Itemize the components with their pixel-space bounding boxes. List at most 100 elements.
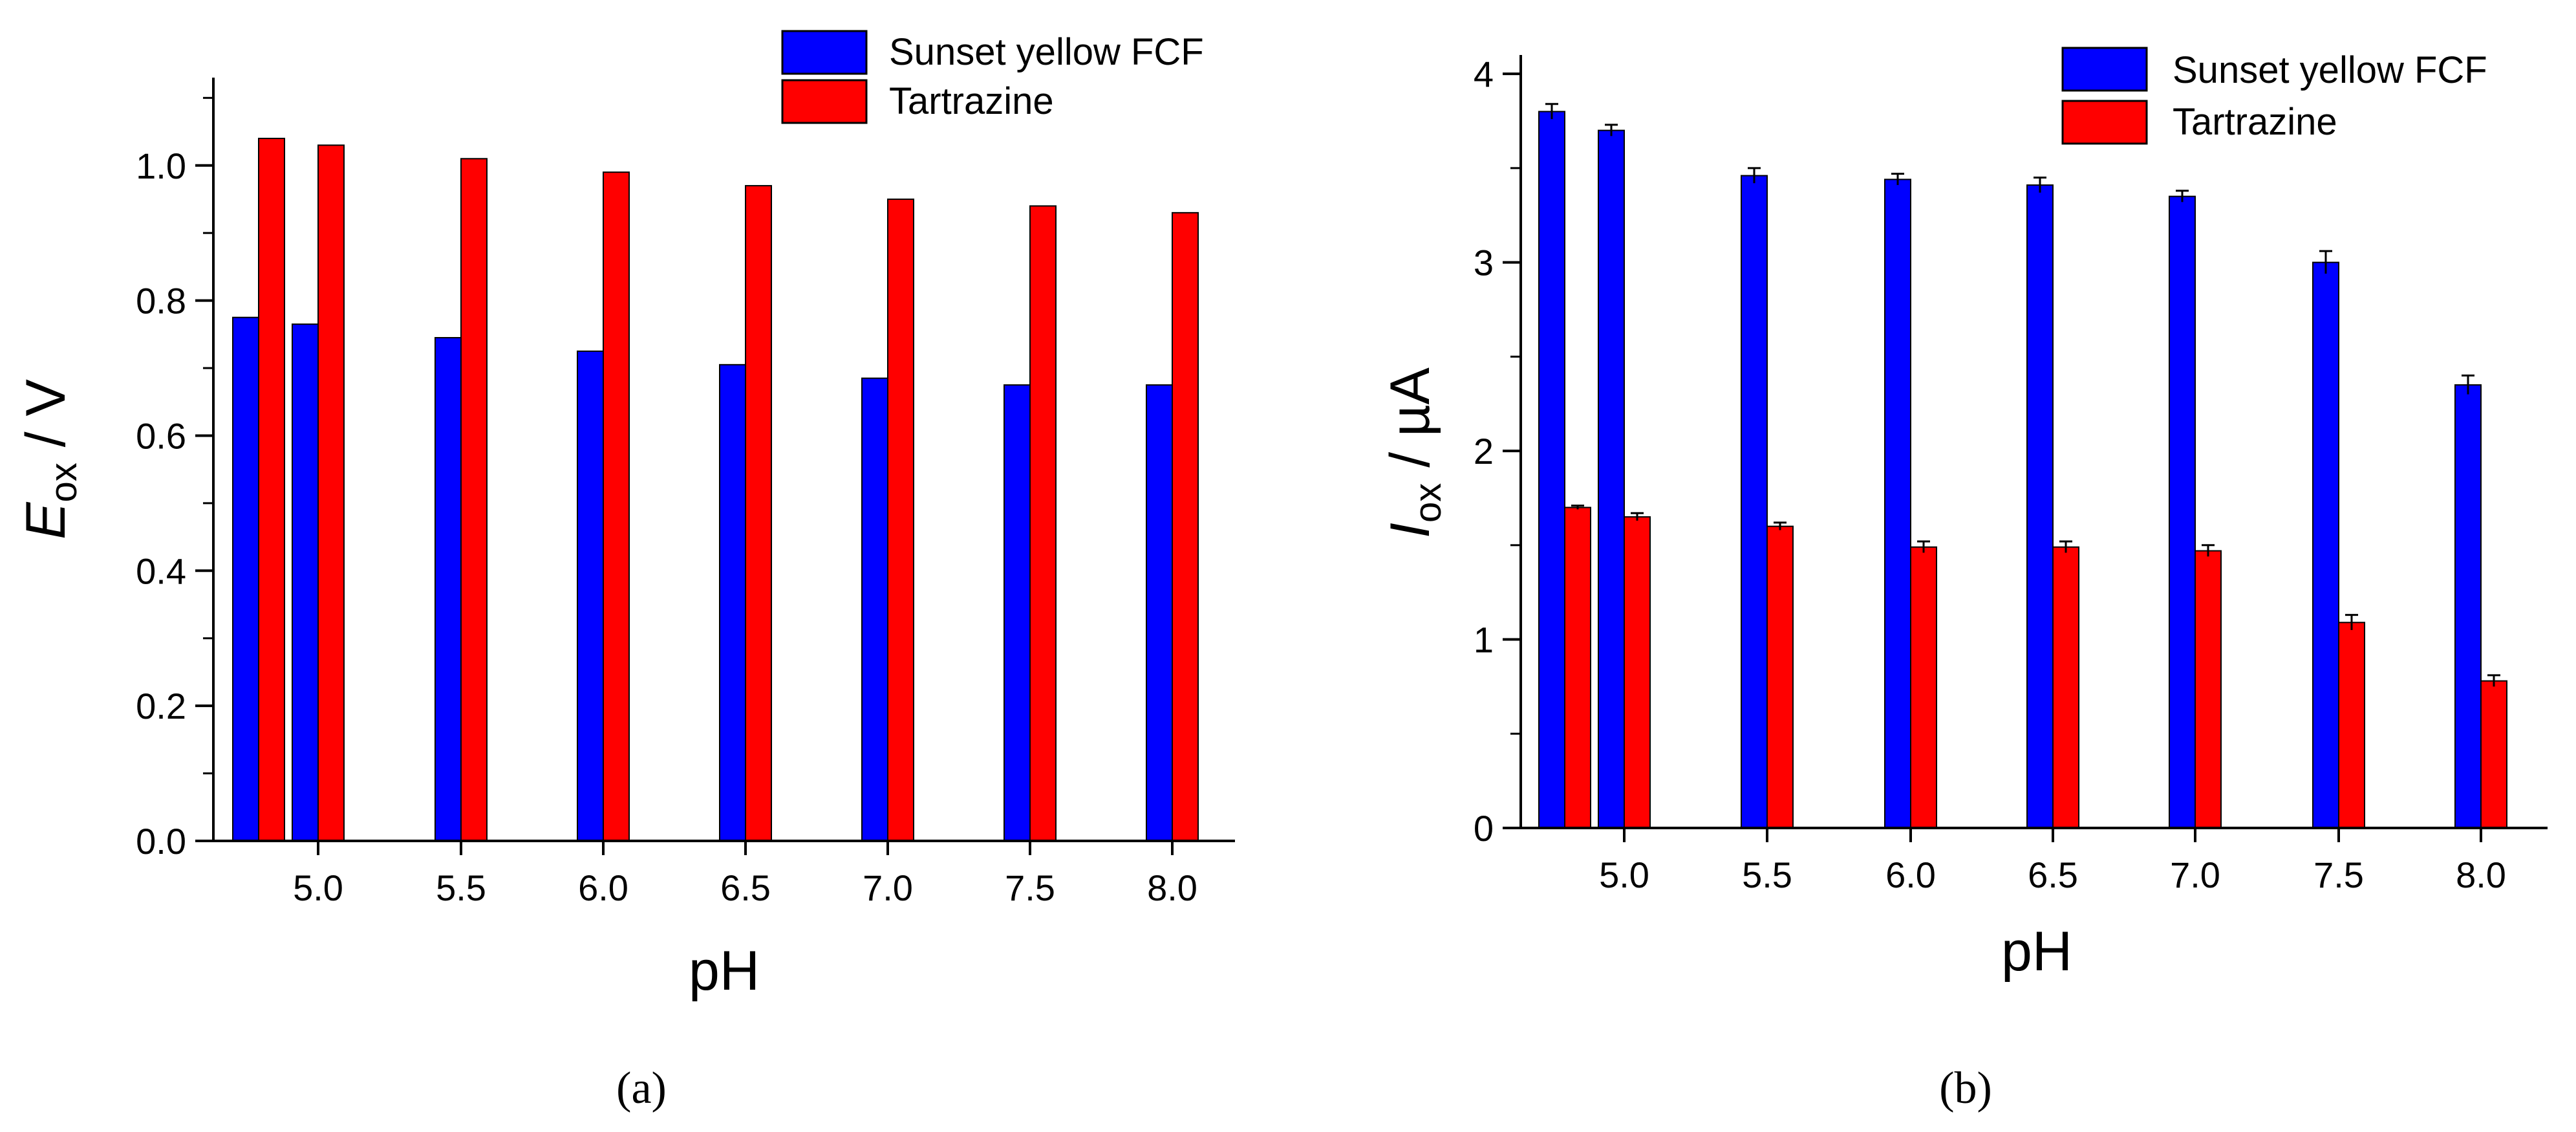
panel-b-legend: Sunset yellow FCF Tartrazine — [2061, 47, 2487, 145]
panel-a-x-tick-label-2: 5.5 — [436, 867, 486, 908]
panel-a-legend-swatch-0 — [781, 30, 868, 75]
panel-a-y-tick-label-1: 0.2 — [136, 686, 186, 726]
panel-a-bars — [232, 137, 1199, 842]
panel-b-bar-s0-c7 — [2454, 384, 2482, 829]
panel-a-legend-swatch-1 — [781, 79, 868, 124]
panel-b-bar-s0-c5 — [2169, 195, 2196, 829]
panel-a-y-label-unit: / V — [15, 379, 77, 463]
panel-a-y-ticks: 0.0 0.2 0.4 0.6 0.8 1.0 — [136, 96, 213, 862]
panel-b-y-tick-label-1: 1 — [1474, 620, 1494, 660]
panel-b-bar-s1-c3 — [1910, 546, 1937, 829]
panel-b-y-tick-label-0: 0 — [1474, 808, 1494, 849]
panel-b-errbar-s1-c5 — [2202, 544, 2215, 557]
panel-a-x-tick-label-7: 8.0 — [1147, 867, 1197, 908]
panel-a-bar-s0-c1 — [292, 323, 319, 842]
panel-a-y-label-sub: ox — [43, 463, 85, 502]
panel-a-bar-s1-c0 — [258, 137, 285, 842]
panel-b-bar-s1-c7 — [2480, 680, 2507, 829]
panel-b-errbar-s1-c3 — [1917, 540, 1930, 553]
panel-b-x-tick-label-2: 5.5 — [1742, 854, 1792, 895]
panel-b-y-label-sub: ox — [1407, 483, 1449, 523]
panel-b-errbar-s1-c7 — [2487, 674, 2500, 687]
panel-b-y-ticks: 0 1 2 3 4 — [1474, 54, 1521, 849]
panel-a-x-ticks: 5.0 5.5 6.0 6.5 7.0 7.5 8.0 — [293, 841, 1197, 908]
panel-b-errbar-s1-c4 — [2059, 540, 2072, 553]
panel-b-errbar-s0-c5 — [2176, 190, 2189, 202]
panel-a-y-label-main: E — [15, 501, 77, 539]
panel-a-bar-s0-c2 — [435, 337, 462, 842]
panel-b-x-tick-label-4: 6.5 — [2028, 854, 2078, 895]
panel-b-y-tick-label-4: 4 — [1474, 54, 1494, 94]
panel-a-y-tick-label-5: 1.0 — [136, 146, 186, 186]
panel-b-bar-s0-c6 — [2312, 261, 2339, 829]
panel-a-bar-s0-c6 — [1004, 384, 1031, 842]
panel-b-bar-s0-c4 — [2026, 184, 2054, 829]
panel-a-bar-s1-c4 — [745, 185, 772, 842]
panel-a-bar-s1-c6 — [1029, 205, 1057, 842]
panel-b-x-tick-label-7: 8.0 — [2456, 854, 2506, 895]
panel-b-bar-s1-c1 — [1624, 516, 1651, 829]
panel-b-errbar-s1-c1 — [1631, 512, 1644, 521]
panel-b-bar-s0-c2 — [1741, 175, 1768, 829]
panel-a-y-tick-label-0: 0.0 — [136, 821, 186, 862]
panel-b-x-tick-label-1: 5.0 — [1599, 854, 1649, 895]
panel-b-bar-s0-c1 — [1598, 129, 1625, 829]
panel-b-errbar-s0-c6 — [2319, 250, 2332, 274]
panel-a-x-tick-label-5: 7.0 — [863, 867, 913, 908]
panel-a-x-tick-label-4: 6.5 — [720, 867, 771, 908]
panel-b-legend-label-1: Tartrazine — [2173, 101, 2337, 143]
panel-b-bar-s0-c3 — [1884, 179, 1911, 829]
panel-b-bars — [1538, 111, 2507, 829]
panel-a-x-tick-label-1: 5.0 — [293, 867, 343, 908]
panel-b-bar-s1-c6 — [2338, 622, 2365, 829]
panel-b-errbar-s0-c7 — [2462, 374, 2474, 395]
panel-a-x-tick-label-3: 6.0 — [578, 867, 628, 908]
panel-b-errbar-s1-c2 — [1774, 521, 1787, 530]
panel-b-x-axis-label: pH — [2001, 920, 2072, 983]
panel-b-bar-s1-c2 — [1766, 525, 1794, 829]
panel-b-legend-swatch-1 — [2061, 100, 2148, 145]
panel-a-bar-s0-c4 — [719, 364, 746, 842]
panel-a-bar-s1-c3 — [603, 171, 630, 842]
panel-b-errbar-s1-c6 — [2345, 614, 2358, 630]
panel-b-bar-s1-c0 — [1564, 506, 1591, 829]
panel-a-y-tick-label-3: 0.6 — [136, 415, 186, 456]
panel-a-y-axis-label: Eox / V — [15, 379, 85, 539]
panel-a-bar-s1-c5 — [887, 198, 914, 842]
panel-b-legend-swatch-0 — [2061, 47, 2148, 92]
panel-b-bar-s1-c4 — [2052, 546, 2079, 829]
panel-b-errbar-s0-c0 — [1545, 103, 1558, 120]
panel-b-y-tick-label-3: 3 — [1474, 243, 1494, 283]
panel-a-legend: Sunset yellow FCF Tartrazine — [781, 30, 1204, 124]
panel-b-y-tick-label-2: 2 — [1474, 431, 1494, 472]
panel-a-y-tick-label-4: 0.8 — [136, 281, 186, 321]
panel-b-y-label-main: I — [1379, 523, 1441, 538]
panel-b-bar-s1-c5 — [2195, 550, 2222, 829]
panel-b-legend-label-0: Sunset yellow FCF — [2173, 49, 2487, 91]
panel-a-bar-s0-c7 — [1146, 384, 1173, 842]
panel-b-errbar-s0-c1 — [1605, 124, 1618, 136]
panel-b-errorbars — [1545, 103, 2500, 687]
panel-a-bar-s0-c0 — [232, 316, 259, 842]
panel-b-x-ticks: 5.0 5.5 6.0 6.5 7.0 7.5 8.0 — [1599, 828, 2506, 895]
panel-b-errbar-s0-c4 — [2034, 176, 2046, 193]
panel-b-bar-s0-c0 — [1538, 111, 1565, 829]
panel-b-errbar-s0-c2 — [1748, 167, 1761, 184]
panel-b-x-tick-label-5: 7.0 — [2170, 854, 2220, 895]
panel-a-bar-s1-c1 — [317, 144, 345, 842]
panel-a-label: (a) — [616, 1063, 667, 1113]
panel-b-label: (b) — [1939, 1063, 1992, 1113]
panel-b-x-tick-label-6: 7.5 — [2313, 854, 2364, 895]
panel-a-x-axis-label: pH — [689, 940, 760, 1002]
panel-a-bar-s0-c3 — [577, 350, 604, 842]
panel-b-x-tick-label-3: 6.0 — [1885, 854, 1936, 895]
panel-a-legend-label-0: Sunset yellow FCF — [889, 31, 1204, 73]
panel-a-legend-label-1: Tartrazine — [889, 80, 1054, 122]
panel-a-bar-s1-c2 — [460, 158, 488, 842]
panel-a-x-tick-label-6: 7.5 — [1005, 867, 1055, 908]
panel-b-y-axis-label: Iox / µA — [1379, 367, 1449, 538]
panel-a-bar-s0-c5 — [861, 377, 888, 842]
panel-b-errbar-s1-c0 — [1571, 505, 1584, 510]
